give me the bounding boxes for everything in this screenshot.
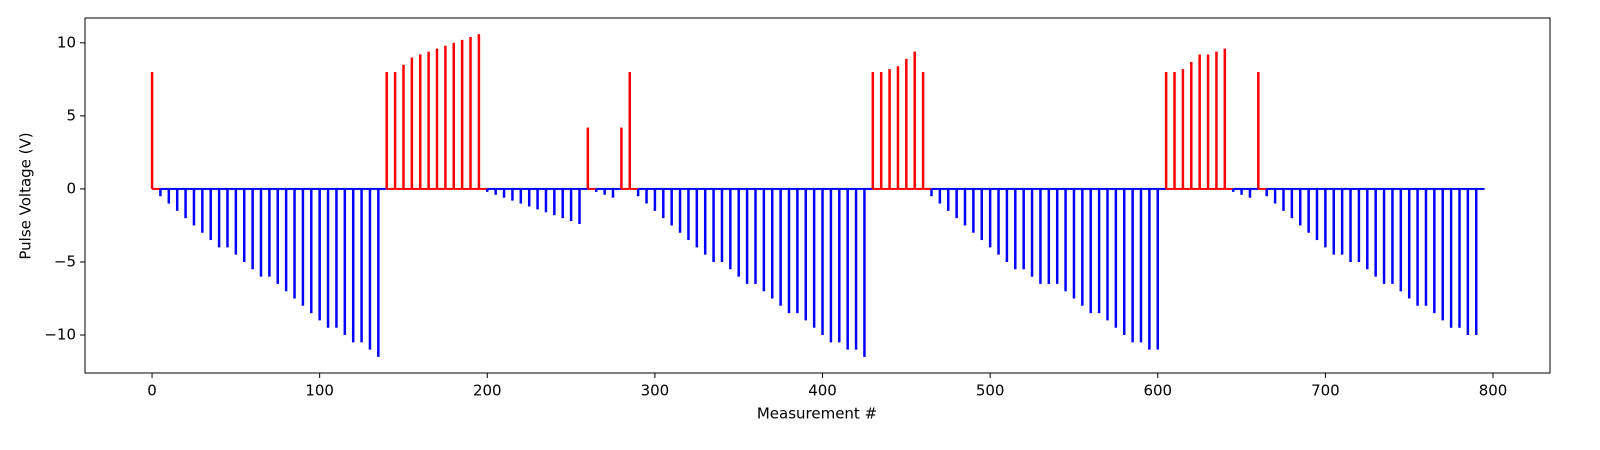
x-tick-label: 800 [1479,382,1508,400]
x-tick-label: 0 [147,382,157,400]
x-axis-label: Measurement # [757,405,877,423]
x-tick-label: 300 [641,382,670,400]
y-tick-label: −10 [44,326,76,344]
y-tick-label: 5 [66,106,76,124]
x-tick-label: 100 [305,382,334,400]
x-tick-label: 700 [1311,382,1340,400]
x-tick-label: 400 [808,382,837,400]
plot-frame [84,17,1551,374]
y-tick-label: −5 [54,252,76,270]
y-tick-label: 0 [66,179,76,197]
y-tick-label: 10 [57,33,76,51]
x-tick-label: 600 [1143,382,1172,400]
x-tick-label: 500 [976,382,1005,400]
y-axis-label: Pulse Voltage (V) [17,132,35,259]
x-tick-label: 200 [473,382,502,400]
